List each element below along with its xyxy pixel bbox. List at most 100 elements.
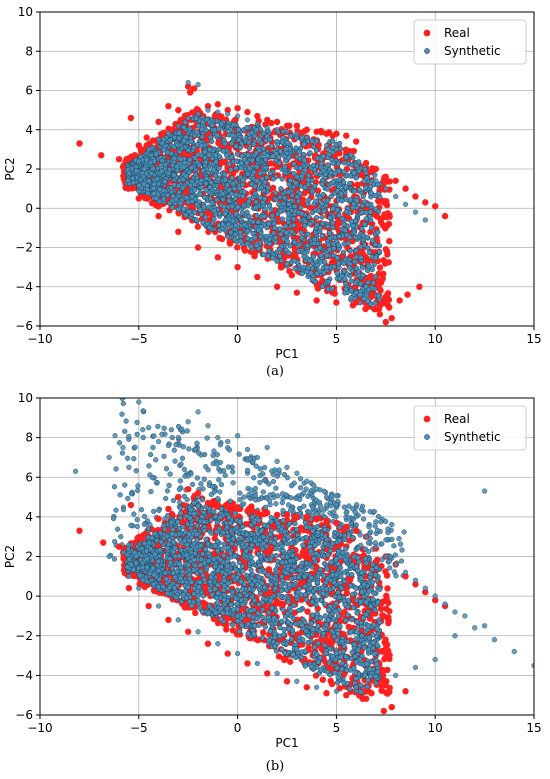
synthetic-point bbox=[280, 139, 286, 145]
synthetic-point bbox=[331, 263, 337, 270]
real-point bbox=[388, 314, 395, 322]
synthetic-point bbox=[199, 126, 205, 132]
synthetic-point bbox=[295, 248, 302, 254]
synthetic-point bbox=[191, 144, 197, 151]
real-point bbox=[382, 173, 389, 181]
synthetic-point bbox=[195, 111, 201, 117]
synthetic-point bbox=[185, 80, 191, 86]
real-point bbox=[379, 222, 387, 229]
real-point bbox=[385, 617, 392, 624]
synthetic-point bbox=[330, 160, 336, 166]
synthetic-point bbox=[383, 185, 389, 192]
synthetic-point bbox=[293, 145, 299, 151]
synthetic-point bbox=[198, 211, 205, 218]
synthetic-point bbox=[260, 146, 267, 152]
synthetic-point bbox=[336, 233, 342, 240]
real-point bbox=[368, 689, 375, 697]
real-point bbox=[218, 235, 226, 243]
synthetic-point bbox=[212, 172, 219, 179]
synthetic-point bbox=[273, 196, 279, 203]
synthetic-point bbox=[228, 140, 235, 147]
synthetic-point bbox=[372, 273, 379, 280]
synthetic-point bbox=[317, 194, 323, 201]
synthetic-point bbox=[222, 171, 228, 177]
synthetic-point bbox=[358, 281, 364, 287]
synthetic-point bbox=[224, 558, 230, 565]
synthetic-point bbox=[244, 235, 251, 242]
synthetic-point bbox=[232, 231, 238, 238]
synthetic-point bbox=[330, 138, 336, 144]
synthetic-point bbox=[136, 158, 142, 164]
synthetic-point bbox=[320, 168, 326, 174]
real-point bbox=[327, 677, 334, 685]
real-point bbox=[185, 83, 192, 90]
synthetic-point bbox=[375, 293, 382, 299]
real-point bbox=[273, 118, 281, 126]
real-point bbox=[240, 245, 248, 252]
real-point bbox=[323, 130, 330, 137]
synthetic-point bbox=[347, 248, 353, 254]
real-point bbox=[214, 254, 222, 261]
synthetic-point bbox=[206, 152, 212, 158]
synthetic-point bbox=[281, 195, 288, 201]
synthetic-point bbox=[324, 186, 331, 192]
real-point bbox=[385, 599, 392, 606]
real-point bbox=[335, 220, 343, 227]
synthetic-point bbox=[194, 217, 200, 223]
synthetic-point bbox=[339, 216, 345, 222]
synthetic-point bbox=[318, 252, 324, 258]
synthetic-point bbox=[233, 143, 239, 149]
real-point bbox=[377, 279, 385, 286]
synthetic-point bbox=[314, 222, 320, 228]
synthetic-point bbox=[246, 139, 252, 146]
synthetic-point bbox=[340, 260, 347, 266]
synthetic-point bbox=[368, 225, 375, 231]
synthetic-point bbox=[343, 208, 350, 215]
synthetic-point bbox=[228, 191, 235, 197]
synthetic-point bbox=[278, 186, 284, 192]
synthetic-point bbox=[339, 198, 345, 204]
legend-box bbox=[413, 19, 527, 65]
real-point bbox=[416, 283, 423, 290]
real-point bbox=[386, 237, 393, 245]
synthetic-point bbox=[351, 188, 358, 194]
y-tick-label: −4 bbox=[15, 280, 33, 294]
synthetic-point bbox=[269, 213, 275, 219]
synthetic-point bbox=[307, 150, 313, 156]
synthetic-point bbox=[325, 223, 331, 230]
synthetic-point bbox=[273, 190, 279, 196]
synthetic-point bbox=[198, 177, 205, 184]
synthetic-point bbox=[271, 230, 277, 236]
synthetic-point bbox=[222, 217, 229, 223]
synthetic-point bbox=[285, 189, 292, 195]
real-point bbox=[379, 611, 386, 619]
real-point bbox=[259, 629, 267, 636]
synthetic-point bbox=[313, 147, 320, 153]
synthetic-point bbox=[215, 176, 221, 183]
synthetic-point bbox=[334, 270, 340, 276]
synthetic-point bbox=[353, 289, 359, 296]
synthetic-point bbox=[298, 230, 304, 236]
synthetic-point bbox=[161, 147, 167, 153]
synthetic-point bbox=[274, 127, 280, 133]
synthetic-point bbox=[299, 173, 305, 179]
synthetic-point bbox=[175, 183, 182, 189]
caption-a: (a) bbox=[266, 364, 284, 379]
synthetic-point bbox=[334, 255, 340, 261]
synthetic-point bbox=[194, 129, 200, 135]
synthetic-point bbox=[323, 142, 330, 149]
synthetic-point bbox=[203, 214, 209, 220]
synthetic-point bbox=[220, 196, 226, 203]
synthetic-point bbox=[319, 201, 325, 207]
synthetic-point bbox=[249, 181, 255, 187]
real-point bbox=[377, 605, 385, 613]
real-point bbox=[275, 653, 283, 660]
x-tick-label: 10 bbox=[428, 332, 443, 346]
real-point bbox=[293, 289, 301, 296]
synthetic-point bbox=[276, 201, 282, 208]
real-point bbox=[313, 297, 320, 304]
synthetic-point bbox=[289, 198, 296, 204]
y-tick-label: 8 bbox=[25, 44, 33, 58]
synthetic-point bbox=[157, 186, 163, 193]
real-point bbox=[135, 142, 142, 149]
